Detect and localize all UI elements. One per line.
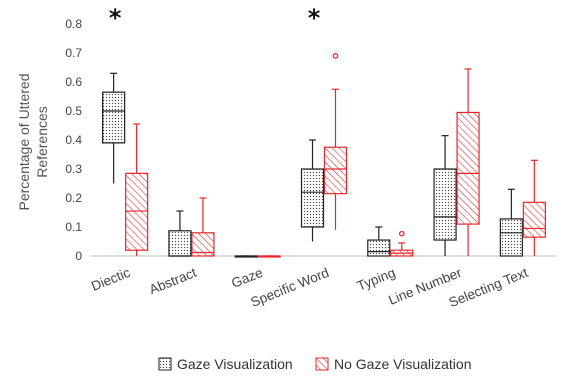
box — [367, 239, 391, 257]
y-axis-title-line-1: Percentage of Uttered — [16, 74, 32, 211]
y-axis: 0 0.1 0.2 0.3 0.4 0.5 0.6 0.7 0.8 — [65, 17, 82, 263]
box — [323, 146, 348, 195]
y-tick-label: 0.5 — [65, 104, 82, 118]
legend-label-gaze: Gaze Visualization — [177, 356, 293, 372]
box — [456, 111, 480, 225]
significance-star: * — [109, 4, 122, 32]
y-axis-title-line-2: References — [34, 106, 50, 178]
y-tick-label: 0.4 — [65, 133, 82, 147]
outlier-point — [398, 230, 405, 237]
box-group — [257, 255, 281, 258]
box-group — [191, 197, 215, 257]
box-group — [323, 53, 348, 230]
legend-swatch-no-gaze — [315, 357, 329, 371]
significance-markers: * * — [109, 4, 321, 32]
box — [522, 201, 546, 238]
y-tick-label: 0 — [75, 249, 82, 263]
y-tick-label: 0.8 — [65, 17, 82, 31]
x-tick-label: Diectic — [89, 265, 132, 294]
box-group — [102, 72, 126, 184]
box — [191, 232, 215, 257]
box — [300, 168, 325, 228]
legend-swatch-gaze — [158, 357, 172, 371]
y-tick-label: 0.7 — [65, 46, 82, 60]
y-tick-label: 0.3 — [65, 162, 82, 176]
legend-label-no-gaze: No Gaze Visualization — [334, 356, 471, 372]
box-group — [433, 135, 457, 256]
legend: Gaze Visualization No Gaze Visualization — [158, 356, 471, 372]
x-tick-label: Abstract — [147, 265, 199, 298]
plot-area — [102, 53, 546, 258]
box-group — [456, 68, 480, 256]
box — [168, 230, 192, 257]
y-tick-label: 0.2 — [65, 191, 82, 205]
x-tick-label: Gaze — [229, 265, 265, 291]
significance-star: * — [308, 4, 321, 32]
box-group — [367, 226, 391, 257]
box-group — [522, 159, 546, 256]
box-group — [390, 230, 414, 257]
y-tick-label: 0.1 — [65, 220, 82, 234]
box-group — [168, 210, 192, 257]
box — [102, 91, 126, 144]
box-group — [499, 188, 523, 257]
box — [499, 218, 523, 257]
x-tick-label: Typing — [355, 265, 398, 294]
outlier-point — [332, 53, 339, 59]
y-tick-label: 0.6 — [65, 75, 82, 89]
box-group — [125, 123, 149, 256]
box-group — [300, 139, 325, 242]
box — [125, 172, 149, 251]
box — [433, 168, 457, 241]
box-group — [234, 255, 258, 258]
